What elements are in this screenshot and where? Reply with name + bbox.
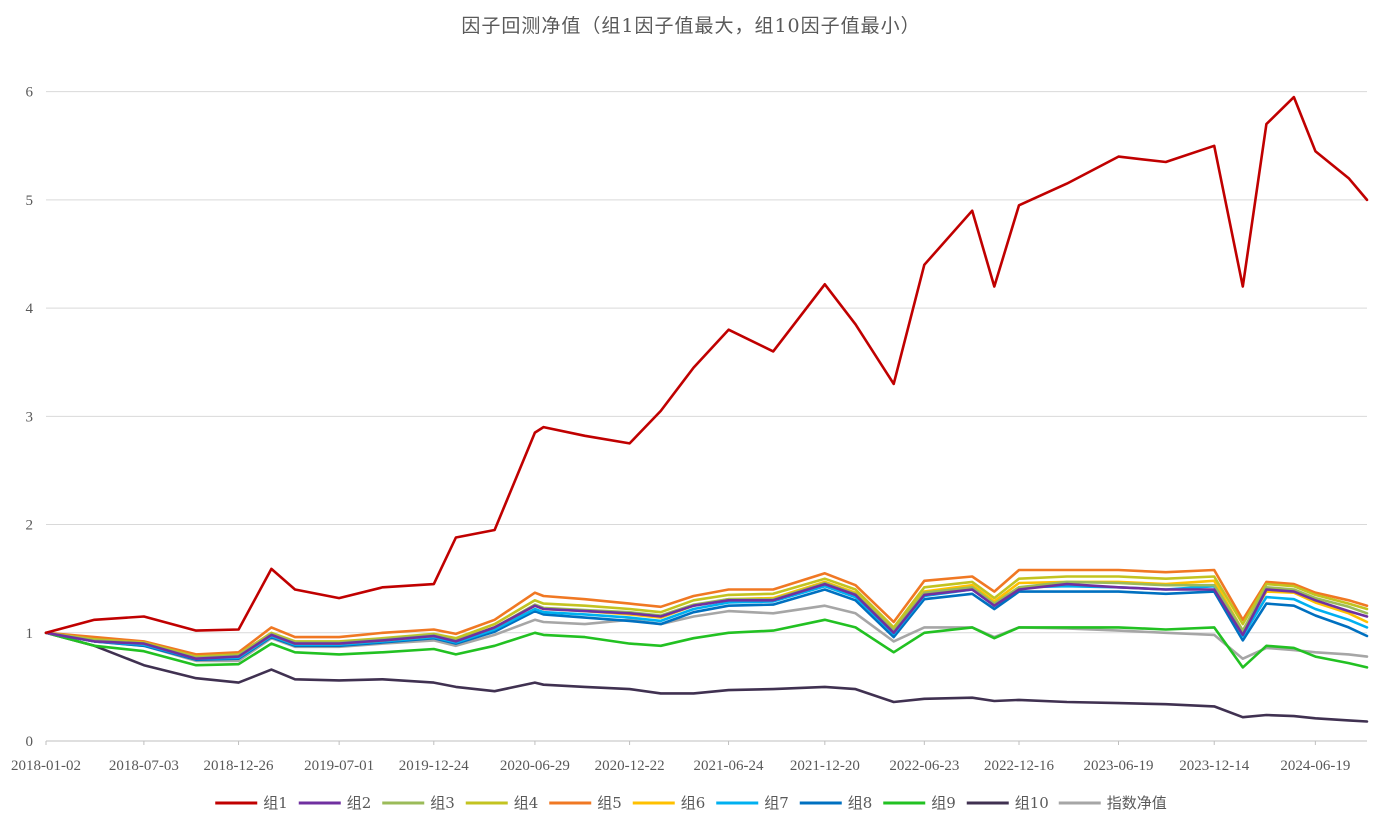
y-tick-label: 1 — [26, 626, 34, 642]
x-tick-label: 2018-12-26 — [204, 758, 274, 774]
legend-label: 组2 — [347, 794, 372, 812]
legend-label: 组4 — [514, 794, 539, 812]
series-line-5 — [44, 568, 1369, 656]
legend-label: 组10 — [1015, 794, 1049, 812]
legend-label: 组5 — [597, 794, 622, 812]
legend-item: 组4 — [465, 794, 539, 812]
y-tick-label: 3 — [26, 409, 34, 425]
legend-label: 组7 — [764, 794, 789, 812]
x-tick-label: 2024-06-19 — [1280, 758, 1350, 774]
x-axis-ticks: 2018-01-02 2018-07-03 2018-12-26 2019-07-01… — [11, 741, 1350, 774]
x-tick-label: 2023-12-14 — [1179, 758, 1249, 774]
y-tick-label: 4 — [26, 301, 34, 317]
x-tick-label: 2018-01-02 — [11, 758, 81, 774]
x-tick-label: 2022-06-23 — [889, 758, 959, 774]
legend-item: 组9 — [883, 794, 956, 812]
legend-item: 组3 — [382, 794, 455, 812]
legend-label: 组9 — [931, 794, 956, 812]
legend-item: 组5 — [549, 794, 622, 812]
series-line-10 — [44, 631, 1369, 723]
y-tick-label: 6 — [26, 85, 34, 101]
grid-layer — [46, 91, 1367, 742]
x-tick-label: 2020-06-29 — [500, 758, 570, 774]
x-tick-label: 2020-12-22 — [595, 758, 665, 774]
legend-label: 组6 — [681, 794, 706, 812]
y-tick-label: 0 — [26, 734, 34, 750]
legend-item: 组8 — [799, 794, 873, 812]
legend-item: 组7 — [716, 794, 789, 812]
x-tick-label: 2021-06-24 — [694, 758, 764, 774]
y-tick-label: 5 — [26, 193, 34, 209]
series-line-2 — [44, 582, 1369, 661]
legend-label: 指数净值 — [1107, 794, 1167, 812]
legend-item: 指数净值 — [1058, 794, 1167, 812]
series-layer — [44, 95, 1369, 723]
legend-label: 组3 — [430, 794, 455, 812]
legend-item: 组6 — [632, 794, 706, 812]
legend-label: 组1 — [263, 794, 288, 812]
x-tick-label: 2021-12-20 — [790, 758, 860, 774]
y-axis-ticks: 0 1 2 3 4 5 6 — [26, 85, 34, 750]
x-tick-label: 2019-12-24 — [399, 758, 469, 774]
legend-label: 组8 — [848, 794, 873, 812]
series-line-9 — [44, 618, 1369, 669]
x-tick-label: 2022-12-16 — [984, 758, 1054, 774]
legend-item: 组1 — [215, 794, 288, 812]
series-line-1 — [44, 95, 1369, 635]
x-tick-label: 2023-06-19 — [1084, 758, 1154, 774]
legend-item: 组2 — [298, 794, 372, 812]
y-tick-label: 2 — [26, 518, 34, 534]
x-tick-label: 2019-07-01 — [304, 758, 374, 774]
legend-item: 组10 — [966, 794, 1049, 812]
x-tick-label: 2018-07-03 — [109, 758, 179, 774]
legend: 组1 组2 组3 组4 组5 组6 组7 组8 组9 组10 指数净值 — [215, 794, 1167, 812]
chart-title: 因子回测净值（组1因子值最大，组10因子值最小） — [461, 15, 920, 37]
